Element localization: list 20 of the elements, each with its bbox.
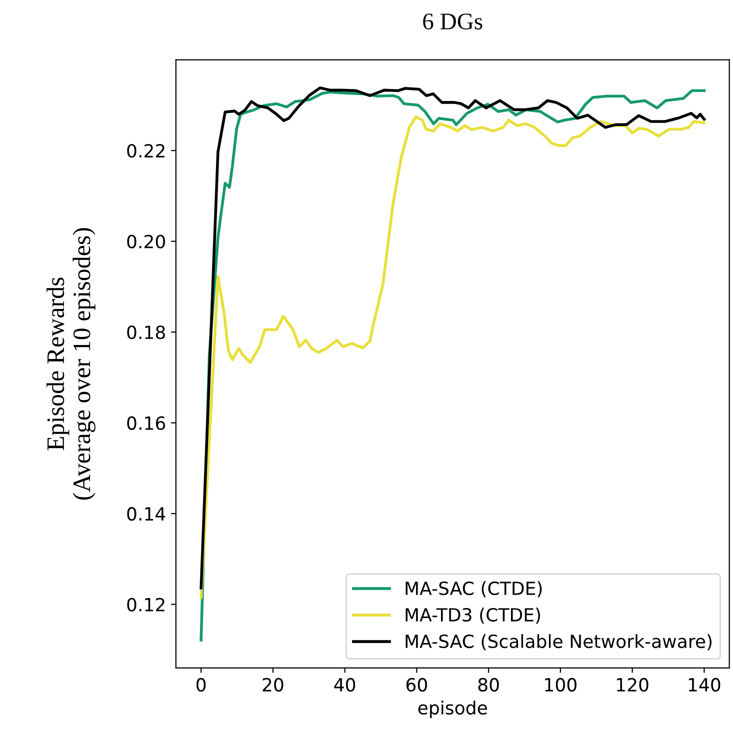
legend-label: MA-SAC (CTDE) [406,581,542,598]
x-tick-label: 0 [196,678,206,692]
chart-title: 6 DGs [423,14,482,30]
x-tick-label: 80 [478,678,499,692]
x-axis-title: episode [418,700,487,718]
y-tick-label: 0.12 [127,598,164,612]
y-axis-title: Episode Rewards (Average over 10 episodes) [46,228,96,500]
x-tick-label: 60 [406,678,427,692]
y-tick-label: 0.18 [127,326,165,340]
x-tick-label: 100 [545,678,576,692]
x-tick-label: 120 [617,678,648,692]
legend-label: MA-SAC (Scalable Network-aware) [406,634,712,650]
x-tick-label: 20 [262,678,284,692]
y-tick-label: 0.16 [127,416,166,430]
x-tick-label: 40 [334,678,356,692]
x-tick-label: 140 [688,678,720,692]
y-tick-label: 0.20 [127,234,165,248]
legend-label: MA-TD3 (CTDE) [406,608,540,624]
y-tick-label: 0.14 [127,507,166,521]
y-tick-label: 0.22 [127,144,164,158]
